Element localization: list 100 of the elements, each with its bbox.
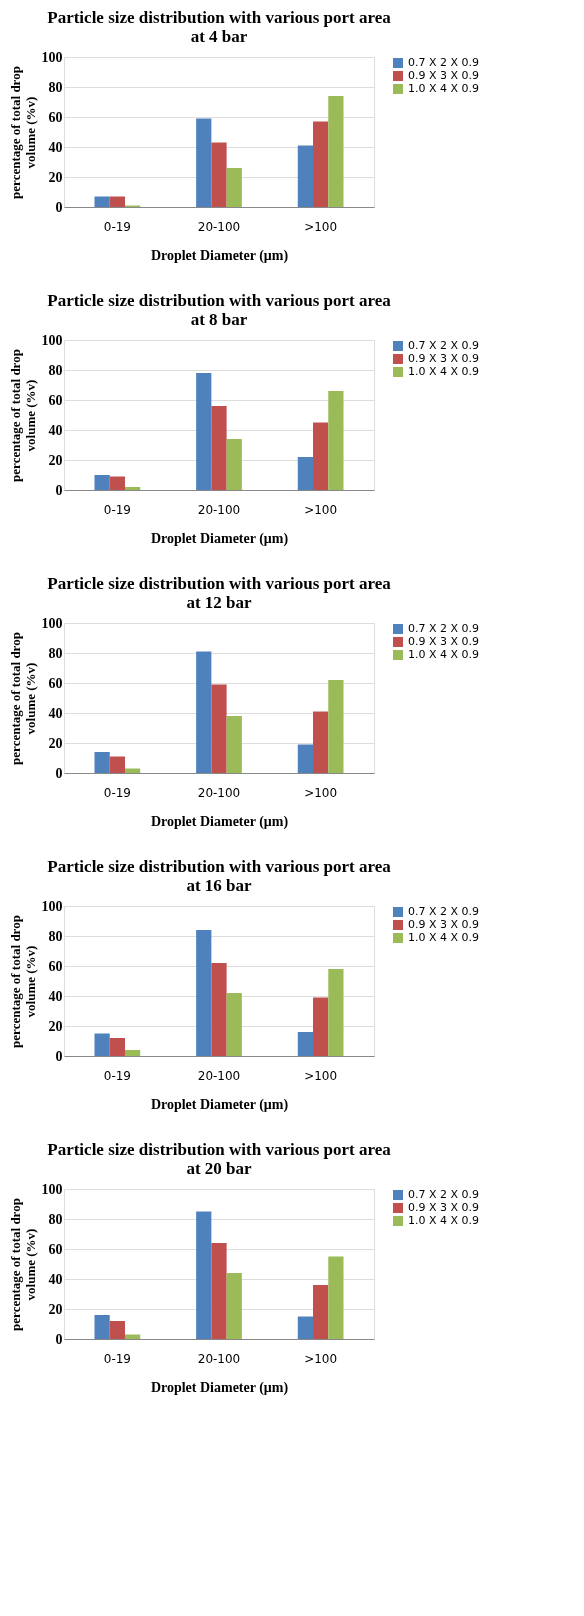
- bar: [211, 142, 227, 207]
- bar: [109, 476, 125, 490]
- bar: [313, 1285, 329, 1339]
- y-tick-label: 40: [48, 1271, 63, 1287]
- x-axis-title: Droplet Diameter (μm): [150, 813, 289, 830]
- bar: [124, 1050, 141, 1056]
- x-tick-label: >100: [304, 785, 338, 800]
- x-tick-label: 0-19: [103, 1068, 131, 1083]
- bar: [196, 373, 212, 490]
- x-tick-label: 0-19: [103, 219, 131, 234]
- bar: [109, 1038, 125, 1056]
- y-tick-label: 80: [48, 79, 63, 95]
- chart-title: Particle size distribution with various port area at 4 bar: [47, 8, 392, 46]
- bar: [328, 1256, 344, 1339]
- y-tick-label: 80: [48, 928, 63, 944]
- x-tick-label: 20-100: [197, 785, 241, 800]
- y-tick-label: 20: [48, 735, 63, 751]
- x-tick-label: >100: [304, 1351, 338, 1366]
- y-tick-label: 0: [55, 1331, 63, 1347]
- bar: [124, 487, 141, 490]
- bar: [226, 439, 242, 490]
- chart-title: Particle size distribution with various port area at 20 bar: [47, 1140, 392, 1178]
- legend-label: 0.7 X 2 X 0.9: [408, 905, 480, 918]
- y-axis-title: percentage of total drop volume (%v): [7, 915, 38, 1048]
- bar: [196, 118, 212, 207]
- x-axis-title: Droplet Diameter (μm): [150, 530, 289, 547]
- y-tick-label: 80: [48, 1211, 63, 1227]
- bar: [328, 680, 344, 773]
- bar: [94, 1033, 110, 1056]
- bar: [94, 1315, 110, 1339]
- x-tick-label: 20-100: [197, 1068, 241, 1083]
- bar: [94, 752, 110, 773]
- y-tick-label: 0: [55, 482, 63, 498]
- y-tick-label: 80: [48, 362, 63, 378]
- y-tick-label: 60: [48, 958, 63, 974]
- x-tick-label: >100: [304, 219, 338, 234]
- legend-label: 0.9 X 3 X 0.9: [408, 635, 480, 648]
- bar: [211, 684, 227, 773]
- legend-label: 0.7 X 2 X 0.9: [408, 1188, 480, 1201]
- y-tick-label: 60: [48, 1241, 63, 1257]
- bar: [196, 930, 212, 1056]
- bar: [313, 711, 329, 773]
- y-tick-label: 100: [41, 898, 63, 914]
- legend-label: 0.9 X 3 X 0.9: [408, 69, 480, 82]
- bar: [196, 1211, 212, 1339]
- legend-label: 1.0 X 4 X 0.9: [408, 648, 480, 661]
- x-tick-label: 0-19: [103, 1351, 131, 1366]
- x-tick-label: 0-19: [103, 785, 131, 800]
- y-tick-label: 60: [48, 675, 63, 691]
- legend-label: 0.7 X 2 X 0.9: [408, 56, 480, 69]
- y-tick-label: 40: [48, 139, 63, 155]
- bar: [297, 744, 314, 773]
- bar: [328, 969, 344, 1056]
- legend-label: 1.0 X 4 X 0.9: [408, 82, 480, 95]
- bar: [196, 651, 212, 773]
- y-tick-label: 0: [55, 1048, 63, 1064]
- y-tick-label: 0: [55, 199, 63, 215]
- chart-title: Particle size distribution with various port area at 12 bar: [47, 574, 392, 612]
- bar: [313, 121, 329, 207]
- bar: [211, 963, 227, 1056]
- x-axis-title: Droplet Diameter (μm): [150, 1096, 289, 1113]
- y-tick-label: 0: [55, 765, 63, 781]
- y-axis-title: percentage of total drop volume (%v): [7, 1198, 38, 1331]
- bar: [211, 406, 227, 490]
- bar: [313, 422, 329, 490]
- x-axis-title: Droplet Diameter (μm): [150, 1379, 289, 1396]
- bar: [109, 756, 125, 773]
- bar: [211, 1243, 227, 1339]
- y-tick-label: 60: [48, 392, 63, 408]
- y-tick-label: 40: [48, 705, 63, 721]
- y-tick-label: 20: [48, 169, 63, 185]
- y-tick-label: 40: [48, 988, 63, 1004]
- y-tick-label: 100: [41, 49, 63, 65]
- x-tick-label: 20-100: [197, 219, 241, 234]
- bar: [109, 1321, 125, 1339]
- y-tick-label: 20: [48, 1301, 63, 1317]
- y-axis-title: percentage of total drop volume (%v): [7, 66, 38, 199]
- y-tick-label: 100: [41, 1181, 63, 1197]
- bar: [109, 196, 125, 207]
- y-tick-label: 20: [48, 1018, 63, 1034]
- legend-label: 1.0 X 4 X 0.9: [408, 365, 480, 378]
- bar: [313, 997, 329, 1056]
- bar: [226, 168, 242, 207]
- bar: [297, 145, 314, 207]
- y-tick-label: 20: [48, 452, 63, 468]
- x-tick-label: 0-19: [103, 502, 131, 517]
- legend-label: 0.9 X 3 X 0.9: [408, 918, 480, 931]
- x-axis-title: Droplet Diameter (μm): [150, 247, 289, 264]
- y-tick-label: 80: [48, 645, 63, 661]
- x-tick-label: 20-100: [197, 1351, 241, 1366]
- bar: [226, 1273, 242, 1339]
- y-tick-label: 100: [41, 332, 63, 348]
- chart-title: Particle size distribution with various port area at 8 bar: [47, 291, 392, 329]
- bar: [328, 96, 344, 207]
- y-tick-label: 100: [41, 615, 63, 631]
- legend-label: 1.0 X 4 X 0.9: [408, 931, 480, 944]
- x-tick-label: >100: [304, 1068, 338, 1083]
- bar: [297, 1032, 314, 1056]
- chart-title: Particle size distribution with various port area at 16 bar: [47, 857, 392, 895]
- y-tick-label: 60: [48, 109, 63, 125]
